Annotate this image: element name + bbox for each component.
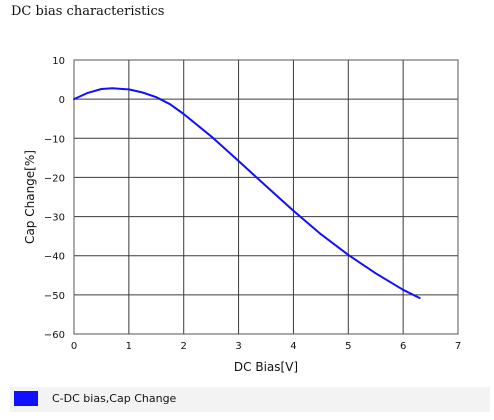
legend-label: C-DC bias,Cap Change [52,392,177,405]
y-tick-label: 10 [52,56,65,67]
x-tick-label: 3 [235,341,241,352]
x-tick-label: 4 [290,341,296,352]
x-tick-label: 2 [181,341,187,352]
legend-swatch [14,391,38,406]
x-axis-title: DC Bias[V] [234,360,298,374]
x-tick-labels: 0 1 2 3 4 5 6 7 [71,341,461,352]
x-tick-label: 5 [345,341,351,352]
y-tick-label: −30 [44,213,65,224]
dc-bias-chart: 10 0 −10 −20 −30 −40 −50 −60 0 1 2 3 4 5 6 7 DC Bias[V… [23,56,461,374]
y-tick-label: −60 [44,330,65,341]
y-tick-label: −40 [44,252,65,263]
x-tick-label: 7 [455,341,461,352]
x-tick-label: 6 [400,341,406,352]
series-line [73,87,421,299]
plot-frame [73,59,459,335]
y-tick-label: −50 [44,291,65,302]
x-tick-label: 1 [126,341,132,352]
y-tick-label: −10 [44,134,65,145]
y-tick-label: −20 [44,173,65,184]
y-tick-label: 0 [59,95,65,106]
x-tick-label: 0 [71,341,77,352]
series-layer [73,87,421,299]
grid-lines [73,59,459,335]
page-title: DC bias characteristics [11,4,165,19]
legend: C-DC bias,Cap Change [10,387,490,412]
y-tick-labels: 10 0 −10 −20 −30 −40 −50 −60 [44,56,65,341]
y-axis-title: Cap Change[%] [23,150,37,244]
